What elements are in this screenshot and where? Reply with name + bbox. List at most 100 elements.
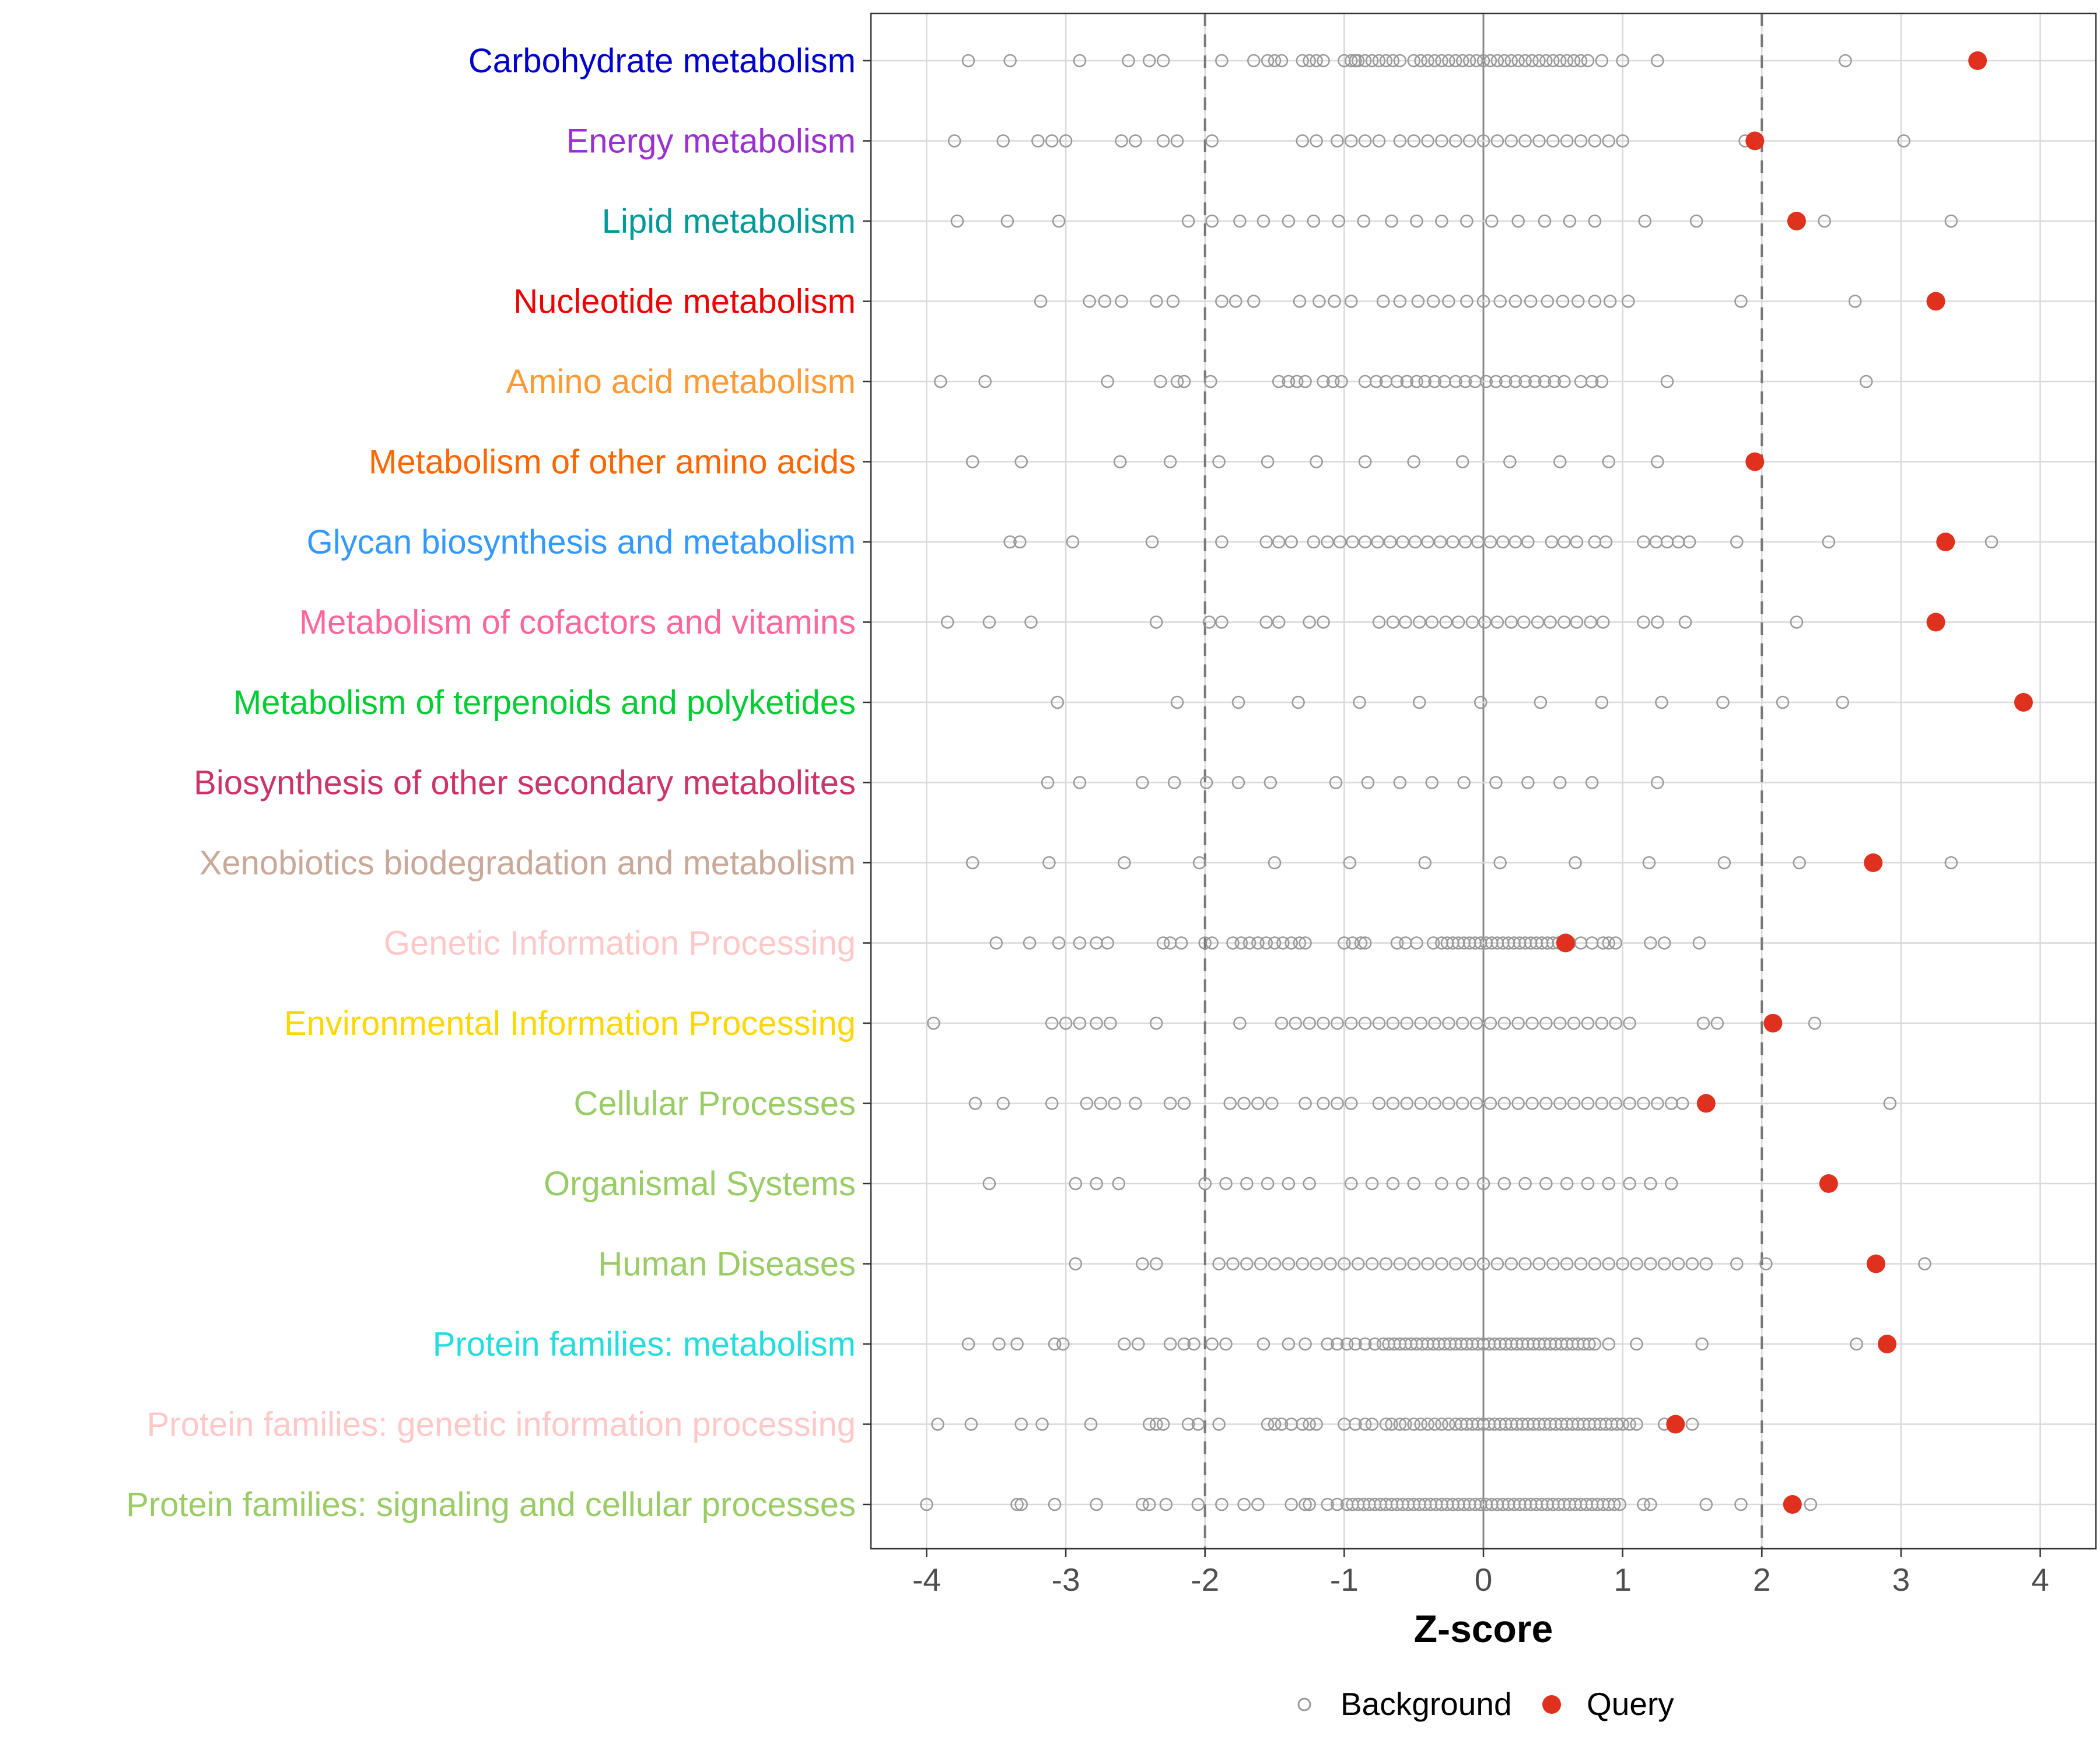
background-point [1149,295,1163,308]
background-point [1410,374,1423,388]
background-point [1541,295,1555,308]
background-point [1310,54,1323,68]
background-point [1212,455,1226,468]
background-point [1457,776,1471,789]
background-point [1324,1257,1337,1270]
background-point [1860,374,1873,388]
background-point [1623,1418,1636,1431]
background-point [1149,615,1163,629]
background-point [1240,1177,1254,1191]
background-point [1499,374,1513,388]
background-point [1421,1418,1434,1431]
background-point [1357,214,1371,228]
background-point [1298,374,1312,388]
background-point [1588,214,1602,228]
query-point [2014,693,2033,712]
background-point [968,1097,982,1110]
background-point [1298,936,1312,950]
background-point [1163,455,1177,468]
background-point [1303,1016,1316,1030]
background-point [1073,776,1087,789]
background-point [1073,1016,1087,1030]
background-point [1282,214,1296,228]
background-point [1370,374,1383,388]
background-point [1393,1257,1407,1270]
background-point [1630,1418,1643,1431]
background-point [1261,54,1275,68]
background-point [1560,134,1574,148]
category-label: Biosynthesis of other secondary metaboli… [194,764,856,802]
background-point [1469,54,1483,68]
background-point [1361,776,1375,789]
background-point [1331,1016,1344,1030]
background-point [1759,1257,1773,1270]
background-point [1596,615,1610,629]
background-point [1613,1497,1627,1511]
background-point [1588,1337,1602,1351]
background-point [1518,1257,1532,1270]
background-point [1104,1016,1117,1030]
x-tick-label: 3 [1892,1562,1910,1598]
background-point [927,1016,940,1030]
background-point [1474,695,1488,709]
background-point [1254,1257,1268,1270]
background-point [1156,134,1170,148]
background-point [1177,1097,1191,1110]
background-point [1156,1418,1170,1431]
background-point [1351,1257,1365,1270]
background-point [1544,615,1557,629]
background-point [1045,1097,1059,1110]
background-point [1623,1016,1636,1030]
category-label: Energy metabolism [566,123,856,160]
background-point [1069,1177,1083,1191]
background-point [1493,856,1507,870]
category-label: Protein families: genetic information pr… [147,1406,856,1444]
background-point [1458,374,1472,388]
background-point [1588,1257,1602,1270]
background-point [1275,1418,1289,1431]
background-point [1657,1257,1671,1270]
background-point [1090,1016,1103,1030]
background-point [1052,936,1066,950]
background-point [1101,936,1114,950]
background-point [1101,374,1114,388]
background-point [1115,134,1128,148]
background-point [1202,615,1216,629]
background-point [1637,535,1650,549]
background-point [1518,54,1532,68]
background-point [1215,615,1228,629]
x-tick-label: -4 [912,1562,941,1598]
background-point [1609,936,1622,950]
background-point [996,1097,1010,1110]
background-point [1682,535,1696,549]
background-point [1483,1097,1497,1110]
background-point [1343,856,1357,870]
background-point [1399,615,1412,629]
background-point [1538,214,1552,228]
background-point [1476,1257,1490,1270]
background-point [1504,615,1518,629]
background-point [1483,1016,1497,1030]
background-point [1489,374,1503,388]
background-point [1414,1097,1427,1110]
background-point [1372,1016,1386,1030]
background-point [947,134,961,148]
background-point [1143,54,1156,68]
background-point [1609,1016,1622,1030]
background-point [1455,1097,1469,1110]
background-point [1585,776,1599,789]
background-point [1010,1337,1024,1351]
background-point [1268,1418,1282,1431]
background-point [1462,134,1476,148]
legend-background-marker [1297,1698,1311,1712]
background-point [1358,1337,1372,1351]
background-point [1460,295,1474,308]
background-point [1358,54,1372,68]
background-point [1272,535,1286,549]
background-point [1303,615,1316,629]
background-point [1396,535,1409,549]
background-point [1296,1418,1310,1431]
query-point [1926,612,1945,632]
background-point [1149,1257,1163,1270]
background-point [1985,535,1999,549]
